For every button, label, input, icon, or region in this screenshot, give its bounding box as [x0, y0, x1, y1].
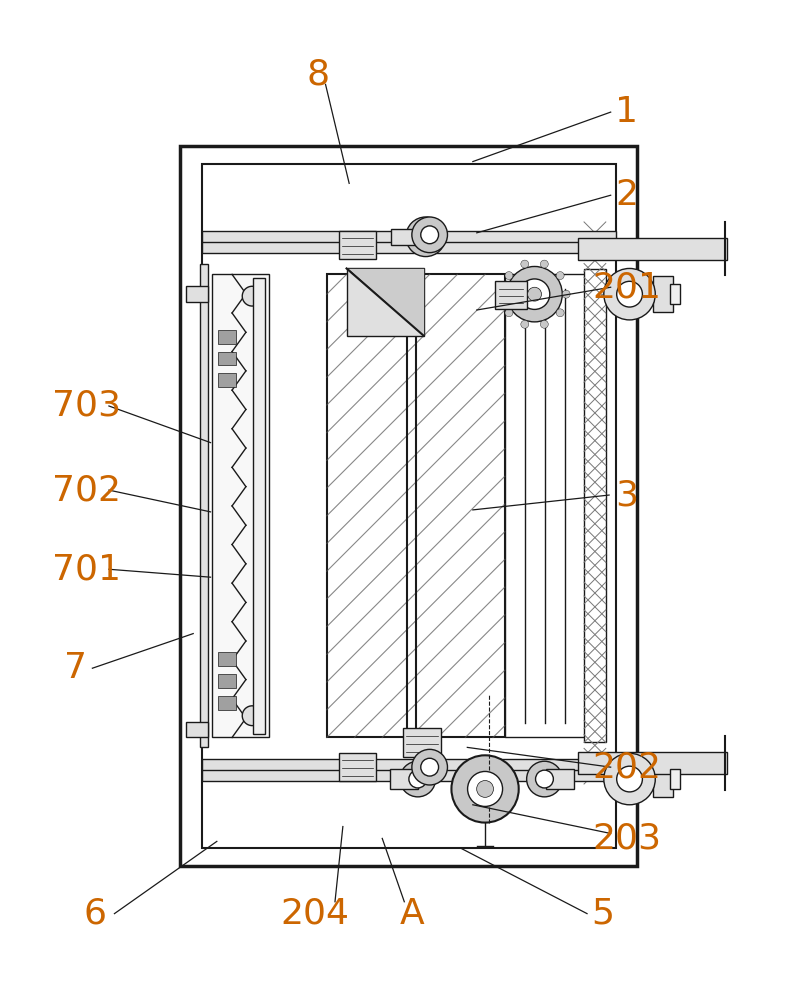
Text: 7: 7: [64, 651, 87, 685]
Bar: [186, 286, 208, 302]
Circle shape: [400, 761, 435, 797]
Bar: [578, 238, 727, 260]
Circle shape: [562, 290, 570, 298]
Bar: [505, 274, 586, 737]
Circle shape: [499, 290, 507, 298]
Bar: [200, 264, 208, 747]
Circle shape: [507, 266, 562, 322]
Circle shape: [467, 771, 502, 806]
Bar: [654, 761, 673, 797]
Bar: [338, 231, 377, 259]
Bar: [218, 696, 236, 710]
Text: 701: 701: [53, 552, 121, 586]
Circle shape: [505, 272, 513, 280]
Circle shape: [521, 320, 529, 328]
Bar: [218, 373, 236, 387]
Circle shape: [617, 281, 642, 307]
Circle shape: [617, 766, 642, 792]
Circle shape: [409, 770, 427, 788]
Text: 202: 202: [592, 750, 661, 784]
Bar: [390, 769, 418, 789]
Bar: [495, 281, 527, 309]
Circle shape: [415, 226, 436, 248]
Bar: [403, 728, 440, 757]
Bar: [670, 769, 680, 789]
Circle shape: [505, 309, 513, 317]
Bar: [253, 278, 265, 734]
Circle shape: [519, 279, 550, 309]
Bar: [670, 284, 680, 304]
Bar: [654, 276, 673, 312]
Circle shape: [451, 755, 519, 823]
Text: 6: 6: [84, 897, 106, 931]
Circle shape: [556, 272, 564, 280]
Bar: [346, 268, 423, 336]
Circle shape: [528, 287, 541, 301]
Circle shape: [521, 260, 529, 268]
Bar: [181, 146, 638, 866]
Circle shape: [604, 268, 655, 320]
Bar: [546, 769, 574, 789]
Text: 3: 3: [615, 478, 638, 512]
Circle shape: [540, 320, 548, 328]
Bar: [391, 229, 426, 245]
Bar: [202, 231, 615, 253]
Text: 203: 203: [592, 821, 661, 855]
Circle shape: [536, 770, 553, 788]
Circle shape: [477, 781, 494, 797]
Bar: [338, 753, 377, 781]
Bar: [212, 274, 269, 737]
Bar: [218, 352, 236, 365]
Bar: [202, 759, 615, 781]
Bar: [578, 752, 727, 774]
Circle shape: [421, 758, 439, 776]
Circle shape: [604, 753, 655, 805]
Circle shape: [242, 706, 262, 726]
Circle shape: [412, 217, 447, 253]
Text: 1: 1: [615, 95, 638, 129]
Text: 204: 204: [281, 897, 349, 931]
Text: 703: 703: [53, 389, 121, 423]
Text: 8: 8: [306, 58, 330, 92]
Circle shape: [406, 217, 446, 257]
Text: 2: 2: [615, 178, 638, 212]
Bar: [218, 330, 236, 344]
Bar: [218, 652, 236, 666]
Circle shape: [421, 226, 439, 244]
Bar: [186, 722, 208, 737]
Circle shape: [527, 761, 562, 797]
Circle shape: [556, 309, 564, 317]
Circle shape: [540, 260, 548, 268]
Text: 201: 201: [592, 270, 661, 304]
Bar: [326, 274, 505, 737]
Text: 702: 702: [53, 473, 121, 507]
Circle shape: [242, 286, 262, 306]
Bar: [202, 164, 615, 848]
Text: A: A: [400, 897, 424, 931]
Bar: [584, 269, 606, 742]
Circle shape: [412, 749, 447, 785]
Bar: [218, 674, 236, 688]
Text: 5: 5: [591, 897, 615, 931]
Polygon shape: [346, 268, 423, 336]
